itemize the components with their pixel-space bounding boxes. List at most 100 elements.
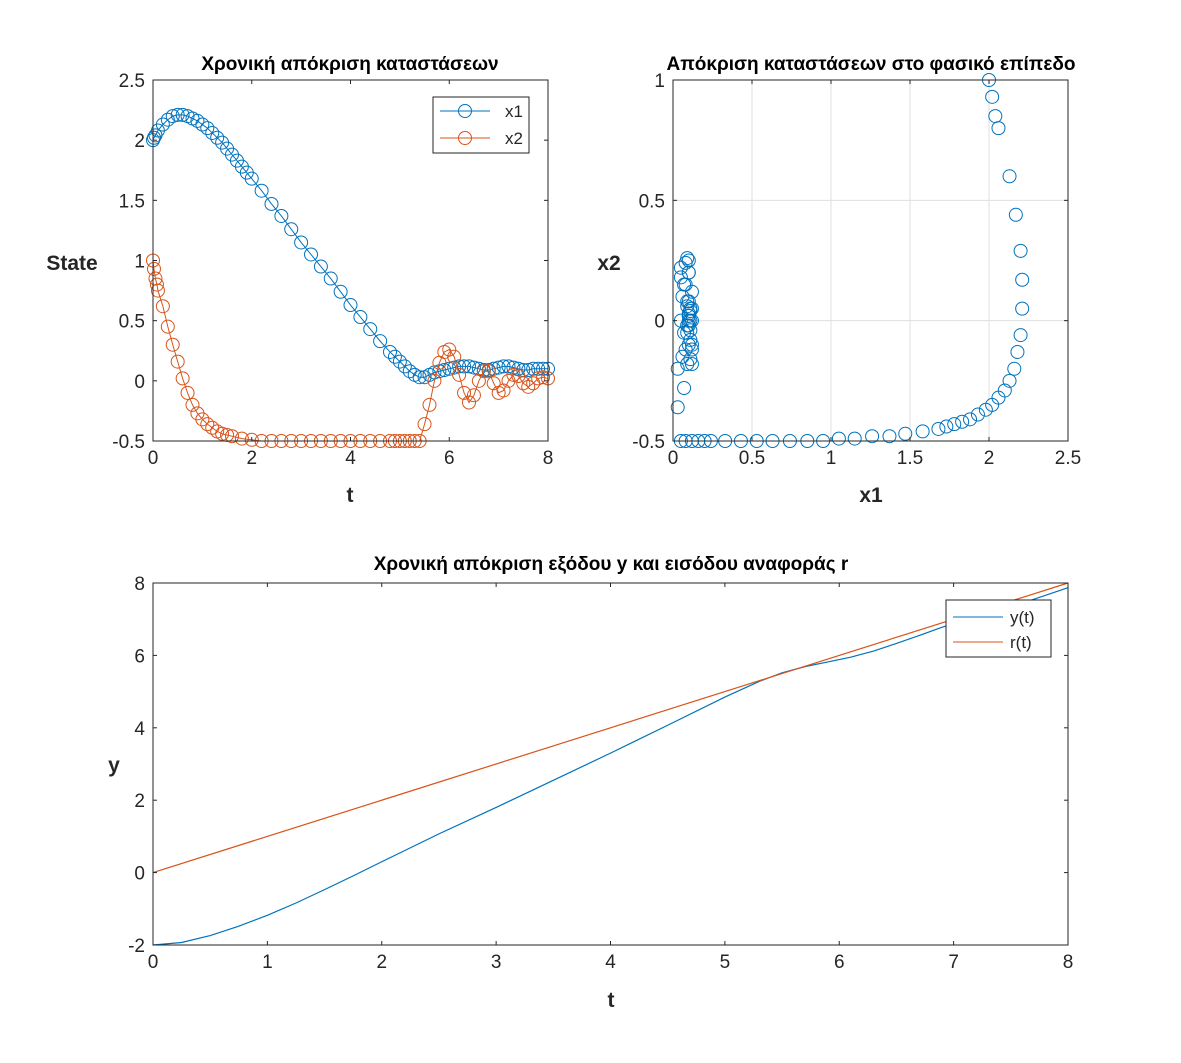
states-time-x1-marker <box>284 222 299 237</box>
states-time-x1-marker <box>526 361 541 376</box>
phase-plane-xtick-label: 0 <box>668 448 679 469</box>
phase-plane-series0-marker <box>991 121 1006 136</box>
states-time-x1-marker <box>496 359 511 374</box>
states-time-x1-marker <box>452 359 467 374</box>
states-time-plot: Χρονική απόκριση καταστάσεων 0 2 4 6 8-0.500… <box>46 54 555 507</box>
phase-plane-series0-marker <box>978 402 993 417</box>
states-time-x1-marker <box>466 360 481 375</box>
states-time-x2-marker <box>195 412 210 427</box>
phase-plane-series0-marker <box>683 323 698 338</box>
states-time-x2-marker <box>447 349 462 364</box>
phase-plane-xtick-label: 2.5 <box>1055 448 1081 469</box>
states-time-x1-marker <box>155 117 170 132</box>
phase-plane-series0-marker <box>673 260 688 275</box>
states-time-x1-marker <box>353 310 368 325</box>
legend-x1-marker <box>458 104 472 118</box>
phase-plane-series0-marker <box>680 294 695 309</box>
states-time-xtick-label: 6 <box>444 448 455 469</box>
phase-plane-series0-marker <box>673 270 688 285</box>
states-time-x2-marker <box>165 337 180 352</box>
phase-plane-series0-marker <box>831 431 846 446</box>
states-time-title: Χρονική απόκριση καταστάσεων <box>201 54 498 75</box>
states-time-x1-marker <box>264 196 279 211</box>
states-time-x2-marker <box>417 417 432 432</box>
states-time-xtick-label: 0 <box>148 448 159 469</box>
states-time-legend-box <box>432 96 530 154</box>
phase-plane-axes-background <box>673 80 1068 441</box>
phase-plane-ytick-label: 0.5 <box>639 191 665 212</box>
states-time-x1-marker <box>313 259 328 274</box>
phase-plane-series0-marker <box>680 299 695 314</box>
legend-x1-label: x1 <box>505 102 523 121</box>
phase-plane-series0-marker <box>1013 328 1028 343</box>
states-time-legend: x1 x2 <box>432 96 530 154</box>
states-time-x1-marker <box>501 359 516 374</box>
phase-plane-series0-marker <box>677 325 692 340</box>
output-reference-xtick-label: 5 <box>720 952 731 973</box>
states-time-x1-marker <box>244 171 259 186</box>
phase-plane-series0-marker <box>675 349 690 364</box>
states-time-x2-marker <box>486 376 501 391</box>
phase-plane-series0-marker <box>678 277 693 292</box>
states-time-x1-marker <box>170 107 185 122</box>
phase-plane-series0-marker <box>670 361 685 376</box>
states-time-x1-marker <box>432 364 447 379</box>
states-time-x2-marker <box>244 432 259 447</box>
states-time-x1-marker <box>506 360 521 375</box>
states-time-x1-marker <box>397 359 412 374</box>
phase-plane-ylabel: x2 <box>597 252 620 275</box>
states-time-x2-marker <box>422 397 437 412</box>
states-time-x2-marker <box>481 364 496 379</box>
states-time-x1-marker <box>387 349 402 364</box>
states-time-x2-marker <box>442 342 457 357</box>
phase-plane-series0-marker <box>931 421 946 436</box>
states-time-x2-marker <box>146 261 161 276</box>
phase-plane-series0-marker <box>939 419 954 434</box>
states-time-x2-marker <box>462 395 476 410</box>
output-reference-xtick-label: 0 <box>148 952 159 973</box>
states-time-x2-marker <box>427 373 442 388</box>
states-time-x1-marker <box>462 359 476 374</box>
phase-plane-xtick-label: 2 <box>984 448 995 469</box>
states-time-x1-marker <box>160 112 175 127</box>
states-time-xtick-label: 8 <box>543 448 554 469</box>
states-time-x2-marker <box>180 385 195 400</box>
phase-plane-series0-marker <box>847 431 862 446</box>
states-time-x2-marker <box>496 383 511 398</box>
states-time-x2-marker <box>155 299 170 314</box>
states-time-x2-marker <box>471 373 486 388</box>
states-time-x2-marker <box>234 431 249 446</box>
states-time-x1-marker <box>363 322 378 337</box>
states-time-ylabel: State <box>46 252 97 275</box>
legend-r-label: r(t) <box>1010 633 1032 652</box>
output-reference-legend: y(t) r(t) <box>945 599 1052 658</box>
states-time-x1-marker <box>146 130 161 145</box>
states-time-ytick-label: 1.5 <box>119 191 145 212</box>
states-time-x1-marker <box>383 344 397 359</box>
states-time-x1-marker <box>412 370 427 385</box>
phase-plane-series0-marker <box>1002 373 1017 388</box>
phase-plane-xlabel: x1 <box>859 484 883 507</box>
output-reference-legend-box <box>945 599 1052 658</box>
phase-plane-series0-marker <box>1002 169 1017 184</box>
phase-plane-series0-marker <box>963 412 978 427</box>
states-time-x1-marker <box>205 125 220 140</box>
phase-plane-ytick-label: 1 <box>654 71 665 92</box>
states-time-ytick-label: 0.5 <box>119 312 145 333</box>
phase-plane-series0-marker <box>1010 344 1025 359</box>
phase-plane-series0-marker <box>898 426 913 441</box>
output-reference-xtick-label: 8 <box>1063 952 1074 973</box>
states-time-x2-marker <box>149 277 164 292</box>
states-time-x1-marker <box>274 208 289 223</box>
states-time-x2-marker <box>506 367 521 382</box>
states-time-x2-marker <box>457 385 472 400</box>
states-time-ytick-label: -0.5 <box>112 432 145 453</box>
phase-plane-series0-marker <box>683 352 698 367</box>
states-time-xtick-label: 2 <box>246 448 257 469</box>
phase-plane-series0-marker <box>681 253 696 268</box>
phase-plane-series0-marker <box>1007 361 1022 376</box>
states-time-x2-marker <box>452 367 467 382</box>
phase-plane-plot: Απόκριση καταστάσεων στο φασικό επίπεδο … <box>597 54 1081 507</box>
states-time-x1-marker <box>373 334 388 349</box>
